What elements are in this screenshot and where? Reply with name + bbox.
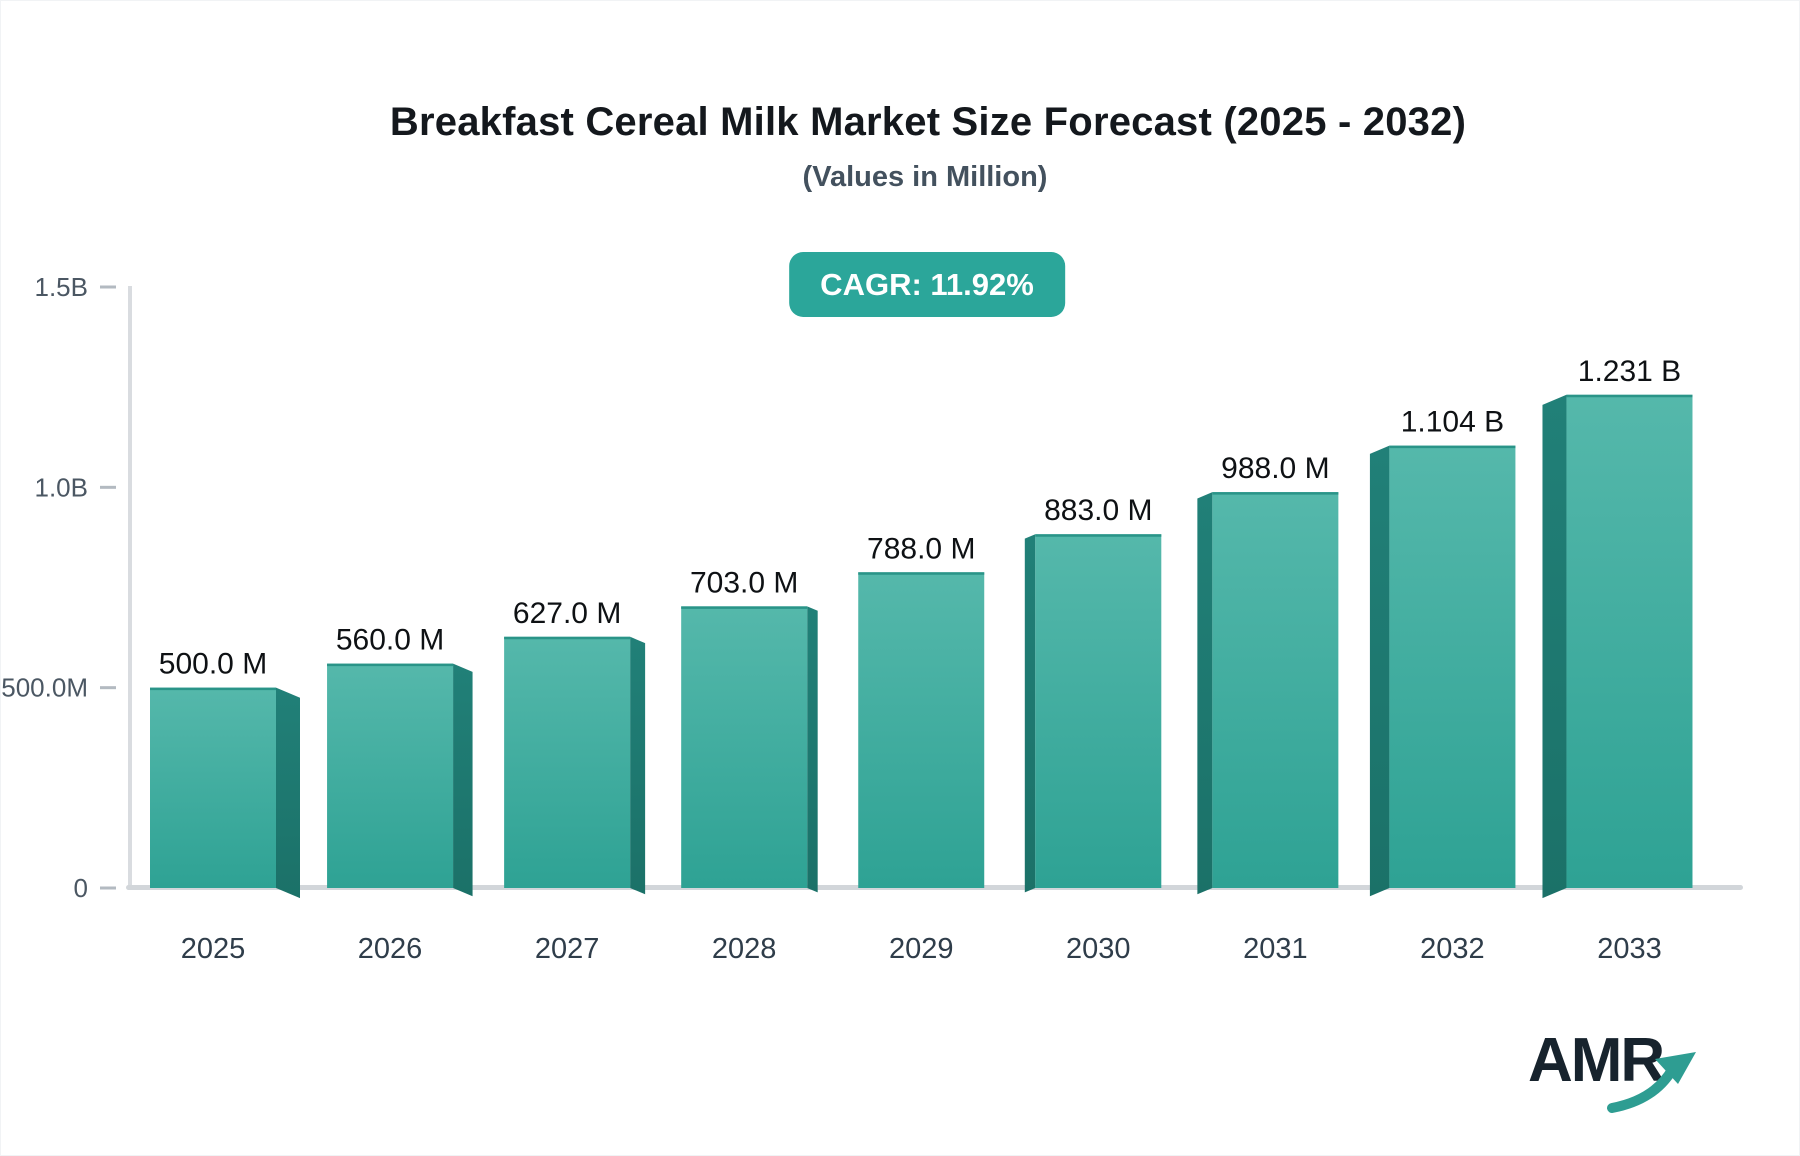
bar-front-face (1212, 492, 1339, 888)
bar-side-face (807, 606, 818, 893)
bar-group: 988.0 M 2031 (1197, 452, 1339, 965)
bar-front-face (327, 663, 454, 888)
bar-front-face (504, 636, 631, 888)
bar-front-face (858, 572, 985, 888)
bar-front-face (1035, 534, 1162, 888)
chart-subtitle: (Values in Million) (802, 161, 1048, 193)
bar-value-label: 560.0 M (336, 624, 444, 657)
y-axis-line (128, 286, 132, 890)
bar-group: 703.0 M 2028 (681, 566, 818, 965)
cagr-badge: CAGR: 11.92% (789, 252, 1065, 317)
bar-side-face (1542, 394, 1567, 899)
bar-group: 883.0 M 2030 (1024, 494, 1162, 965)
y-tick-label: 0 (74, 873, 88, 903)
y-tick-mark (100, 686, 116, 690)
bar-group: 560.0 M 2026 (327, 624, 473, 965)
bar-front-face (681, 606, 808, 888)
bar-side-face (1369, 445, 1390, 897)
bar-group: 500.0 M 2025 (150, 648, 300, 965)
bar-group: 1.104 B 2032 (1369, 406, 1516, 965)
bar-front-face (150, 687, 276, 888)
x-axis-label: 2031 (1243, 933, 1308, 965)
x-axis-label: 2030 (1066, 933, 1131, 965)
bar-front-face (1389, 445, 1516, 888)
bar-side-face (1024, 534, 1036, 893)
y-tick-label: 500.0M (1, 673, 88, 703)
bar-side-face (276, 687, 300, 899)
y-tick-mark (100, 886, 116, 890)
bar-value-label: 988.0 M (1221, 452, 1329, 485)
chart-title: Breakfast Cereal Milk Market Size Foreca… (389, 100, 1467, 144)
logo-arrow-icon (1607, 1052, 1696, 1113)
bar-value-label: 500.0 M (159, 648, 267, 681)
x-axis-label: 2028 (712, 933, 777, 965)
bar-value-label: 1.104 B (1401, 406, 1504, 439)
bar-value-label: 788.0 M (867, 532, 975, 565)
bar-value-label: 883.0 M (1044, 494, 1152, 527)
amr-logo-text: AMR (1528, 1026, 1665, 1095)
bar-front-face (1566, 394, 1693, 888)
bar-side-face (1197, 492, 1213, 895)
bar-group: 1.231 B 2033 (1542, 355, 1693, 965)
y-tick-label: 1.0B (35, 472, 89, 502)
y-tick-label: 1.5B (35, 272, 89, 302)
bar-value-label: 1.231 B (1578, 355, 1681, 388)
x-axis-label: 2032 (1420, 933, 1485, 965)
x-axis-label: 2025 (181, 933, 246, 965)
y-tick-mark (100, 285, 116, 289)
x-axis-label: 2033 (1597, 933, 1662, 965)
amr-logo: AMR (1528, 1030, 1708, 1120)
bar-group: 788.0 M 2029 (858, 532, 985, 965)
x-axis-label: 2029 (889, 933, 954, 965)
bar-value-label: 703.0 M (690, 566, 798, 599)
y-tick-mark (100, 485, 116, 489)
bar-side-face (453, 663, 473, 897)
x-axis-label: 2027 (535, 933, 600, 965)
bar-side-face (630, 636, 646, 895)
x-axis-label: 2026 (358, 933, 423, 965)
bar-group: 627.0 M 2027 (504, 597, 646, 965)
bar-value-label: 627.0 M (513, 597, 621, 630)
